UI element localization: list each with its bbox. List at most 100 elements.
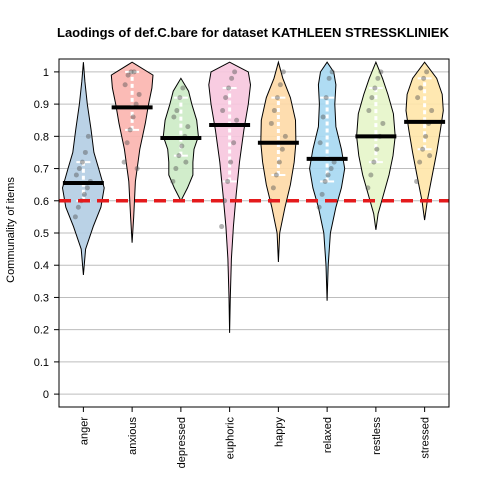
data-point [225, 178, 231, 184]
data-point [173, 166, 179, 172]
data-point [231, 140, 237, 146]
x-axis: anger anxious depressed euphoric happy relaxe… [78, 407, 432, 468]
data-point [81, 191, 87, 197]
y-tick-label: 0.9 [34, 99, 49, 111]
x-tick-label: euphoric [225, 417, 237, 460]
data-point [73, 172, 79, 178]
data-point [271, 108, 277, 114]
data-point [320, 114, 326, 120]
y-axis-label: Communality of items [5, 177, 17, 283]
x-tick-label: anger [78, 417, 90, 445]
data-point [76, 166, 82, 172]
data-point [369, 95, 375, 101]
data-point [222, 198, 228, 204]
data-point [179, 143, 185, 149]
data-point [124, 140, 130, 146]
data-point [72, 214, 78, 220]
data-point [220, 108, 226, 114]
data-point [319, 191, 325, 197]
x-tick-label: relaxed [322, 417, 334, 453]
data-point [171, 114, 177, 120]
data-point [279, 146, 285, 152]
data-point [282, 133, 288, 139]
violin-anxious [110, 61, 154, 243]
data-point [326, 75, 332, 81]
data-point [423, 133, 429, 139]
data-point [418, 85, 424, 91]
data-point [329, 69, 335, 75]
y-tick-label: 0.6 [34, 196, 49, 208]
data-point [127, 127, 133, 133]
data-point [429, 108, 435, 114]
violin-relaxed [306, 61, 348, 301]
x-tick-label: anxious [127, 417, 139, 455]
data-point [328, 166, 334, 172]
x-tick-label: stressed [420, 417, 432, 459]
data-point [82, 149, 88, 155]
data-point [273, 172, 279, 178]
x-tick-label: restless [371, 417, 383, 455]
y-tick-label: 0.7 [34, 164, 49, 176]
violin-anger [61, 62, 105, 275]
data-point [125, 72, 131, 78]
violin-restless [355, 60, 397, 230]
data-point [121, 159, 127, 165]
y-tick-label: 1 [43, 67, 49, 79]
data-point [323, 95, 329, 101]
violin-stressed [404, 61, 446, 221]
data-point [274, 95, 280, 101]
data-point [232, 69, 238, 75]
violin-body [208, 61, 252, 333]
data-point [325, 172, 331, 178]
data-point [317, 140, 323, 146]
violins [61, 60, 446, 333]
data-point [424, 69, 430, 75]
data-point [316, 204, 322, 210]
violin-depressed [160, 77, 202, 202]
data-point [130, 114, 136, 120]
y-tick-label: 0.8 [34, 131, 49, 143]
data-point [276, 159, 282, 165]
data-point [368, 172, 374, 178]
data-point [322, 178, 328, 184]
y-tick-label: 0.1 [34, 357, 49, 369]
y-axis: 0 0.1 0.2 0.3 0.4 0.5 0.6 0.7 0.8 0.9 1 [34, 67, 59, 401]
data-point [366, 108, 372, 114]
y-tick-label: 0 [43, 389, 49, 401]
data-point [421, 75, 427, 81]
data-point [170, 178, 176, 184]
data-point [180, 85, 186, 91]
y-tick-label: 0.4 [34, 260, 49, 272]
data-point [223, 95, 229, 101]
data-point [131, 69, 137, 75]
data-point [374, 146, 380, 152]
y-tick-label: 0.5 [34, 228, 49, 240]
data-point [229, 75, 235, 81]
data-point [375, 75, 381, 81]
data-point [85, 133, 91, 139]
violin-body [61, 62, 105, 275]
data-point [228, 159, 234, 165]
data-point [427, 153, 433, 159]
data-point [219, 224, 225, 230]
data-point [84, 185, 90, 191]
data-point [415, 95, 421, 101]
data-point [226, 85, 232, 91]
x-tick-label: happy [273, 417, 285, 447]
y-tick-label: 0.3 [34, 292, 49, 304]
data-point [174, 108, 180, 114]
data-point [75, 204, 81, 210]
violin-body [110, 61, 154, 243]
data-point [183, 159, 189, 165]
data-point [372, 85, 378, 91]
data-point [417, 159, 423, 165]
data-point [134, 166, 140, 172]
data-point [420, 146, 426, 152]
data-point [185, 124, 191, 130]
chart-title: Laodings of def.C.bare for dataset KATHL… [57, 25, 450, 40]
data-point [128, 69, 134, 75]
data-point [268, 120, 274, 126]
data-point [79, 159, 85, 165]
data-point [365, 185, 371, 191]
